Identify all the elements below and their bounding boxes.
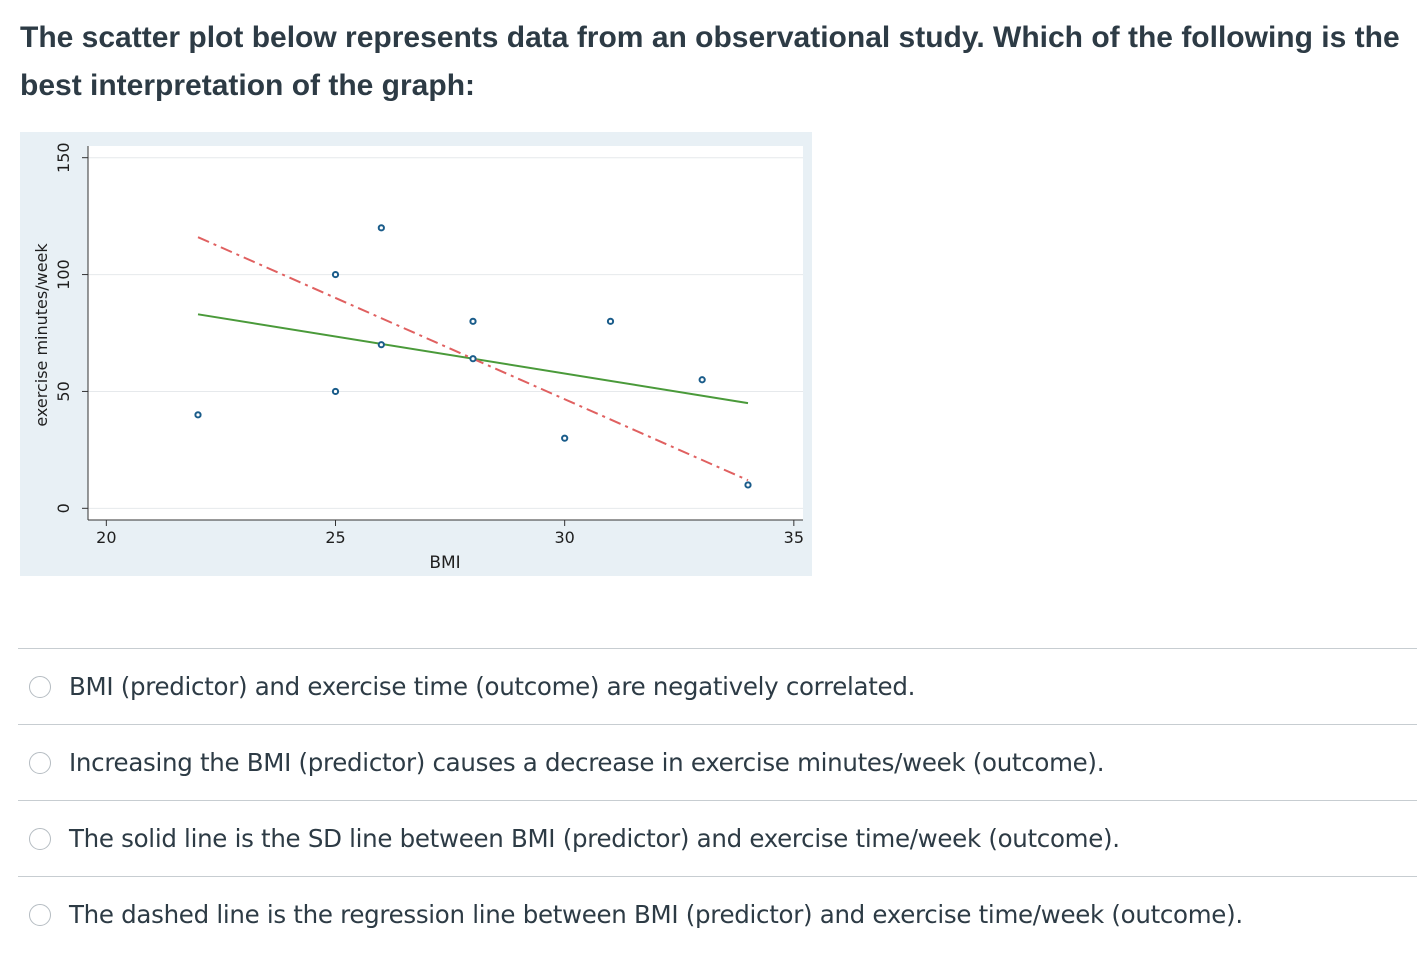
x-tick-label-30: 30	[554, 528, 574, 547]
data-point-3	[331, 270, 340, 279]
data-points	[194, 224, 752, 489]
answer-option-4[interactable]: The dashed line is the regression line b…	[18, 876, 1417, 952]
data-point-7	[469, 355, 477, 363]
x-tick-label-25: 25	[325, 528, 345, 547]
data-point-8	[561, 434, 569, 442]
data-point-11	[744, 481, 752, 489]
data-point-6	[469, 317, 477, 325]
answer-label-4: The dashed line is the regression line b…	[69, 900, 1243, 929]
answer-option-2[interactable]: Increasing the BMI (predictor) causes a …	[18, 724, 1417, 800]
radio-button-1[interactable]	[29, 675, 51, 698]
gridlines	[88, 157, 803, 509]
y-tick-label-100: 100	[54, 259, 73, 290]
data-point-9	[606, 317, 615, 325]
answer-label-1: BMI (predictor) and exercise time (outco…	[69, 672, 916, 701]
radio-button-3[interactable]	[29, 827, 51, 850]
data-point-1	[194, 411, 202, 419]
radio-button-2[interactable]	[29, 751, 51, 774]
answer-label-2: Increasing the BMI (predictor) causes a …	[69, 748, 1105, 777]
question-text: The scatter plot below represents data f…	[20, 21, 1400, 102]
plot-area	[88, 146, 803, 520]
axes: 0 50 100 150 20 25 30 35	[54, 142, 804, 547]
x-tick-label-20: 20	[96, 528, 116, 547]
y-tick-label-50: 50	[54, 381, 73, 401]
radio-button-4[interactable]	[29, 903, 51, 926]
x-tick-label-35: 35	[784, 528, 804, 547]
y-tick-label-150: 150	[54, 142, 73, 173]
data-point-2	[331, 387, 340, 396]
data-point-4	[377, 341, 385, 349]
y-tick-label-0: 0	[54, 503, 73, 513]
scatter-chart: 0 50 100 150 20 25 30 35 BMI exercise minutes/w…	[20, 132, 812, 576]
answer-label-3: The solid line is the SD line between BM…	[69, 824, 1120, 853]
answer-option-1[interactable]: BMI (predictor) and exercise time (outco…	[18, 648, 1417, 724]
x-axis-label: BMI	[429, 553, 460, 573]
answer-option-3[interactable]: The solid line is the SD line between BM…	[18, 800, 1417, 876]
data-point-5	[377, 224, 385, 232]
answer-list: BMI (predictor) and exercise time (outco…	[18, 648, 1417, 952]
data-point-10	[698, 376, 706, 384]
y-axis-label: exercise minutes/week	[32, 243, 51, 427]
